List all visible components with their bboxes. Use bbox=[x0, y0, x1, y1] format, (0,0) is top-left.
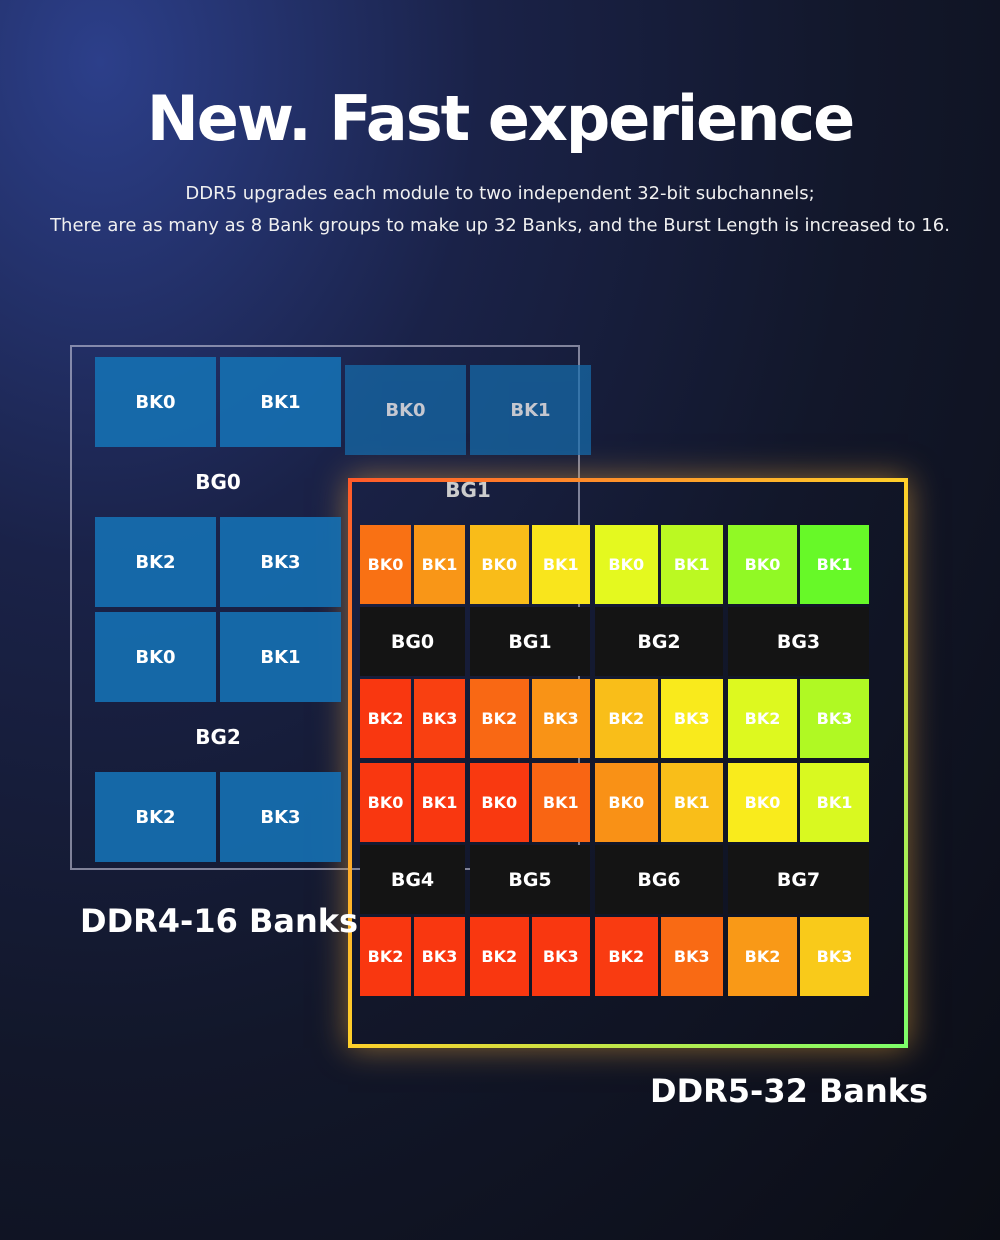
bank-group-label: BG2 bbox=[595, 607, 723, 676]
bank: BK1 bbox=[531, 525, 590, 604]
bank: BK2 bbox=[470, 679, 529, 758]
bank-group-label: BG5 bbox=[470, 845, 590, 914]
bank: BK2 bbox=[95, 772, 216, 862]
bank: BK0 bbox=[95, 357, 216, 447]
bank: BK0 bbox=[595, 525, 658, 604]
bank: BK0 bbox=[360, 763, 411, 842]
ddr5-label: DDR5-32 Banks bbox=[650, 1072, 929, 1110]
bank: BK3 bbox=[800, 917, 869, 996]
bank-group-label: BG1 bbox=[470, 607, 590, 676]
bank: BK3 bbox=[660, 917, 723, 996]
bank: BK0 bbox=[470, 525, 529, 604]
bank-group-label: BG4 bbox=[360, 845, 465, 914]
bank: BK3 bbox=[531, 679, 590, 758]
bank: BK1 bbox=[220, 612, 341, 702]
bank-group-label: BG0 bbox=[195, 470, 241, 494]
bank: BK1 bbox=[414, 763, 465, 842]
bank: BK1 bbox=[800, 525, 869, 604]
bank: BK2 bbox=[728, 917, 797, 996]
bank: BK1 bbox=[220, 357, 341, 447]
bank: BK0 bbox=[728, 763, 797, 842]
bank: BK1 bbox=[800, 763, 869, 842]
bank: BK0 bbox=[345, 365, 466, 455]
bank-group-label: BG6 bbox=[595, 845, 723, 914]
bank-group-label: BG1 bbox=[445, 478, 491, 502]
bank-group-label: BG0 bbox=[360, 607, 465, 676]
bank: BK1 bbox=[660, 525, 723, 604]
subtitle-line: DDR5 upgrades each module to two indepen… bbox=[185, 183, 815, 204]
bank: BK0 bbox=[728, 525, 797, 604]
bank: BK1 bbox=[414, 525, 465, 604]
bank-group-label: BG7 bbox=[728, 845, 869, 914]
bank: BK1 bbox=[470, 365, 591, 455]
title: New. Fast experience bbox=[146, 82, 855, 155]
bank-group-label: BG3 bbox=[728, 607, 869, 676]
bank: BK1 bbox=[660, 763, 723, 842]
bank: BK0 bbox=[95, 612, 216, 702]
bank-group-label: BG2 bbox=[195, 725, 241, 749]
bank: BK2 bbox=[95, 517, 216, 607]
bank: BK3 bbox=[800, 679, 869, 758]
bank: BK0 bbox=[470, 763, 529, 842]
bank: BK3 bbox=[660, 679, 723, 758]
ddr4-label: DDR4-16 Banks bbox=[80, 902, 359, 940]
bank: BK2 bbox=[728, 679, 797, 758]
bank: BK2 bbox=[360, 679, 411, 758]
subtitle-line: There are as many as 8 Bank groups to ma… bbox=[50, 215, 950, 236]
bank: BK3 bbox=[414, 679, 465, 758]
bank: BK0 bbox=[360, 525, 411, 604]
bank: BK1 bbox=[531, 763, 590, 842]
bank: BK0 bbox=[595, 763, 658, 842]
bank: BK2 bbox=[595, 679, 658, 758]
bank: BK3 bbox=[220, 772, 341, 862]
bank: BK2 bbox=[360, 917, 411, 996]
bank: BK3 bbox=[531, 917, 590, 996]
bank: BK3 bbox=[414, 917, 465, 996]
bank: BK2 bbox=[470, 917, 529, 996]
bank: BK2 bbox=[595, 917, 658, 996]
bank: BK3 bbox=[220, 517, 341, 607]
